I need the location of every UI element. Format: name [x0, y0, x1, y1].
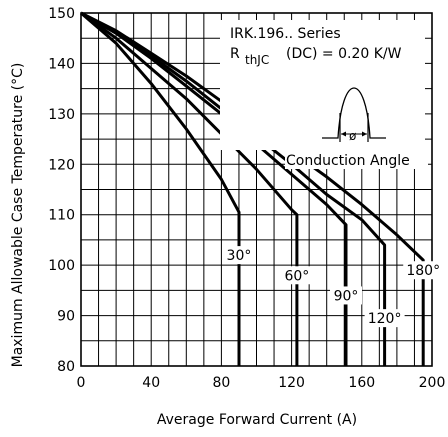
rth-value: (DC) = 0.20 K/W — [286, 46, 402, 62]
series-label-background — [280, 266, 313, 285]
y-tick-label: 140 — [48, 56, 75, 72]
y-tick-label: 120 — [48, 157, 75, 173]
series-label: 30° — [227, 248, 252, 264]
x-tick-label: 120 — [278, 375, 305, 391]
tick-labels: 0 40 80 120 160 200 80 90 100 110 120 130 140 150 — [48, 6, 445, 391]
series-line — [80, 11, 241, 366]
series-label-background — [364, 309, 405, 328]
y-tick-label: 90 — [57, 309, 75, 325]
series-label-background — [403, 261, 444, 280]
inset-annotation: IRK.196.. Series R thJC (DC) = 0.20 K/W … — [220, 20, 425, 150]
x-tick-label: 80 — [212, 375, 230, 391]
y-tick-label: 80 — [57, 359, 75, 375]
plot-frame — [80, 12, 433, 367]
series-label: 60° — [284, 268, 309, 284]
y-tick-label: 100 — [48, 258, 75, 274]
series-label: 120° — [368, 311, 402, 327]
conduction-angle-label: Conduction Angle — [286, 153, 410, 169]
y-tick-label: 150 — [48, 6, 75, 22]
series-label-background — [222, 246, 255, 265]
y-tick-label: 130 — [48, 107, 75, 123]
rth-subscript: thJC — [245, 53, 269, 67]
x-axis-title: Average Forward Current (A) — [157, 412, 357, 428]
series-label: 180° — [406, 263, 440, 279]
arrow-head-left-icon — [341, 131, 346, 137]
y-axis-title: Maximum Allowable Case Temperature (°C) — [10, 63, 26, 368]
series-title: IRK.196.. Series — [230, 26, 341, 42]
x-tick-label: 40 — [142, 375, 160, 391]
x-tick-label: 160 — [348, 375, 375, 391]
x-tick-label: 200 — [419, 375, 446, 391]
arrow-head-right-icon — [362, 131, 367, 137]
series-label-background — [330, 286, 363, 305]
phi-symbol: ø — [349, 129, 356, 143]
x-tick-label: 0 — [77, 375, 86, 391]
series-labels: 30° 60° 90° 120° 180° — [222, 246, 444, 328]
rth-label: R — [230, 46, 240, 62]
series-label: 90° — [334, 288, 359, 304]
conduction-label-background — [285, 150, 428, 169]
y-tick-label: 110 — [48, 208, 75, 224]
annotation-box — [220, 20, 425, 150]
